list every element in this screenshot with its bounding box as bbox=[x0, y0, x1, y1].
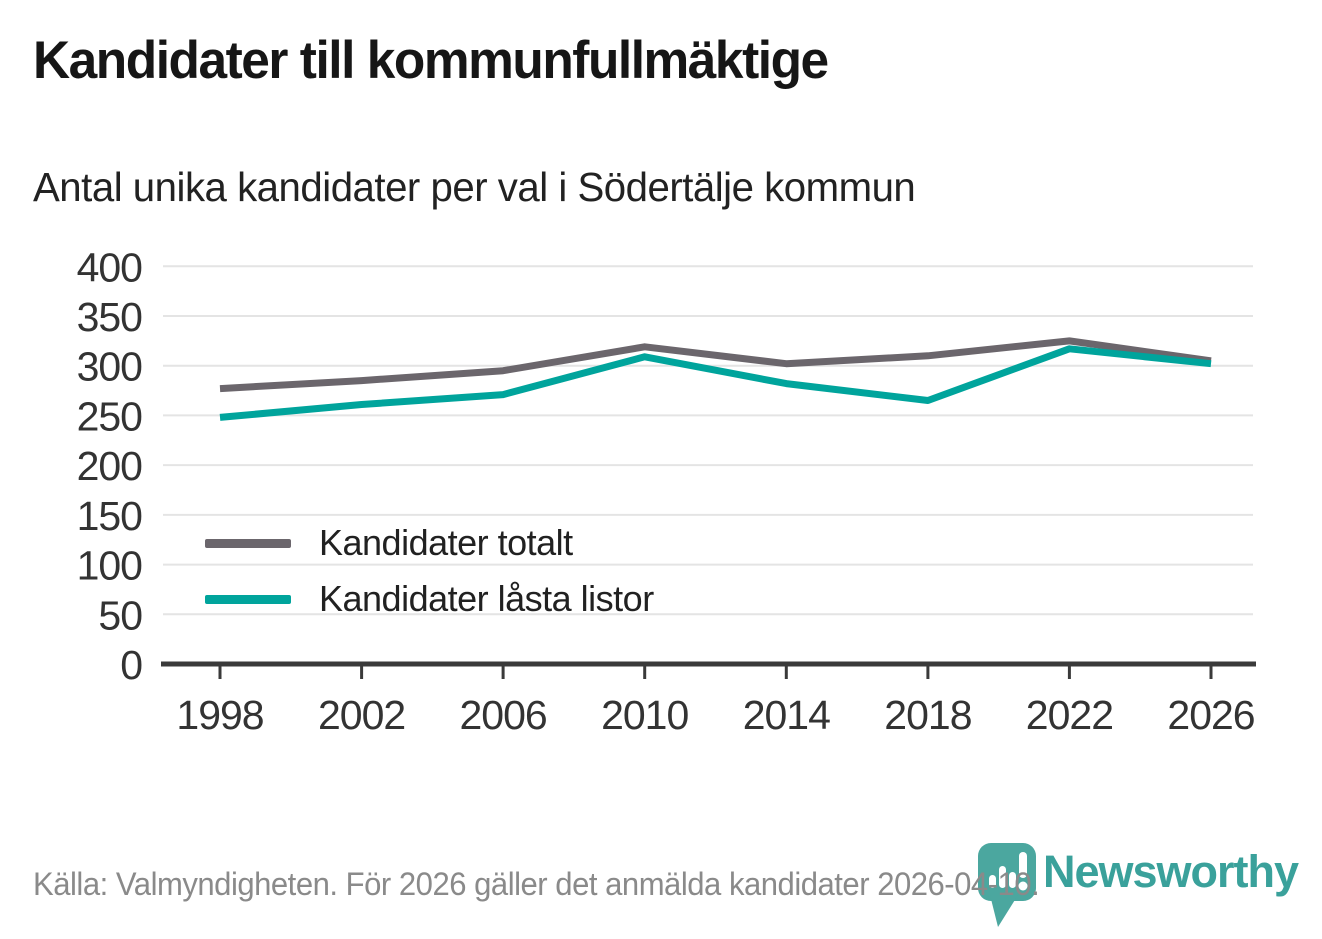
legend-swatch-total bbox=[205, 538, 291, 548]
series-line-total bbox=[219, 337, 1212, 393]
source-note: Källa: Valmyndigheten. För 2026 gäller d… bbox=[33, 866, 1040, 902]
y-axis-tick-label: 300 bbox=[77, 344, 143, 390]
x-axis-tick-label: 1998 bbox=[176, 692, 263, 738]
x-axis-tick-label: 2018 bbox=[884, 692, 971, 738]
x-axis-tick-label: 2002 bbox=[318, 692, 405, 738]
y-axis-tick-label: 0 bbox=[120, 642, 142, 688]
legend-swatch-locked-lists bbox=[205, 594, 291, 604]
legend-label-total: Kandidater totalt bbox=[319, 522, 573, 563]
y-axis-tick-label: 50 bbox=[98, 592, 142, 638]
y-axis-tick-label: 200 bbox=[77, 443, 143, 489]
page-title: Kandidater till kommunfullmäktige bbox=[33, 31, 829, 90]
series-line-locked-lists bbox=[219, 345, 1212, 421]
y-axis-tick-label: 400 bbox=[77, 244, 143, 290]
chart-legend: Kandidater totalt Kandidater låsta listo… bbox=[205, 521, 654, 633]
newsworthy-pin-icon bbox=[978, 843, 1036, 927]
legend-item-locked-lists: Kandidater låsta listor bbox=[205, 577, 654, 621]
y-axis-tick-label: 100 bbox=[77, 543, 143, 589]
newsworthy-wordmark: Newsworthy bbox=[1043, 846, 1299, 897]
y-axis-tick-label: 150 bbox=[77, 493, 143, 539]
y-axis-tick-label: 350 bbox=[77, 294, 143, 340]
x-axis-tick-label: 2006 bbox=[459, 692, 546, 738]
x-axis-tick-label: 2022 bbox=[1026, 692, 1113, 738]
chart-subtitle: Antal unika kandidater per val i Södertä… bbox=[33, 164, 916, 210]
y-axis-tick-label: 250 bbox=[77, 393, 143, 439]
x-axis-tick-label: 2014 bbox=[743, 692, 830, 738]
x-axis-tick-label: 2010 bbox=[601, 692, 688, 738]
legend-item-total: Kandidater totalt bbox=[205, 521, 654, 565]
legend-label-locked-lists: Kandidater låsta listor bbox=[319, 578, 654, 619]
newsworthy-logo: Newsworthy bbox=[978, 843, 1299, 929]
x-axis-tick-label: 2026 bbox=[1167, 692, 1254, 738]
